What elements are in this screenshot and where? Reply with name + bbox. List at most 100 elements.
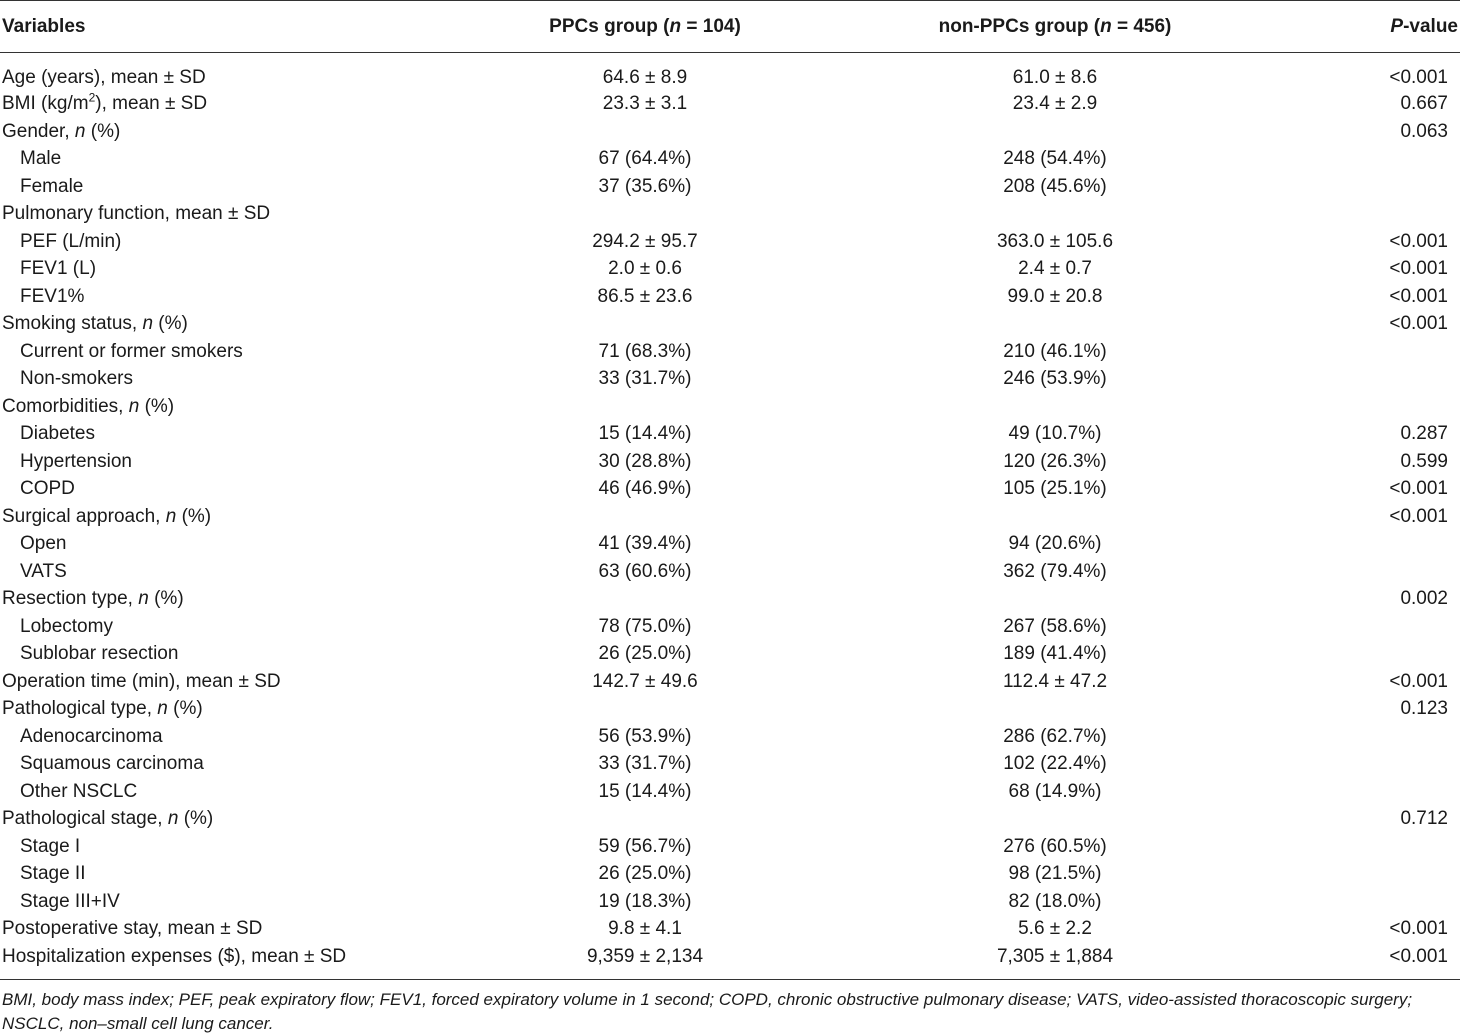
cell-p-value: 0.002 bbox=[1400, 588, 1448, 610]
table-row: Comorbidities, n (%) bbox=[0, 393, 1460, 421]
table-row: Smoking status, n (%) <0.001 bbox=[0, 311, 1460, 339]
table-row: Postoperative stay, mean ± SD 9.8 ± 4.1 5.… bbox=[0, 916, 1460, 944]
cell-variable: PEF (L/min) bbox=[20, 230, 122, 252]
table-row: Other NSCLC 15 (14.4%) 68 (14.9%) bbox=[0, 778, 1460, 806]
cell-p-value bbox=[1300, 393, 1460, 421]
cell-p-value: <0.001 bbox=[1300, 943, 1460, 980]
cell-p-value bbox=[1300, 338, 1460, 366]
cell-ppcs-group: 37 (35.6%) bbox=[598, 175, 692, 197]
cell-ppcs-group: 86.5 ± 23.6 bbox=[597, 285, 693, 307]
cell-variable: Adenocarcinoma bbox=[20, 725, 163, 747]
cell-variable: Operation time (min), mean ± SD bbox=[2, 670, 281, 692]
cell-ppcs-group bbox=[480, 118, 810, 146]
cell-non-ppcs-group: 82 (18.0%) bbox=[1008, 890, 1102, 912]
cell-ppcs-group: 9,359 ± 2,134 bbox=[480, 943, 810, 980]
cell-p-value bbox=[1300, 723, 1460, 751]
cell-ppcs-group: 2.0 ± 0.6 bbox=[608, 258, 682, 280]
cell-p-value bbox=[1300, 366, 1460, 394]
cell-non-ppcs-group: 208 (45.6%) bbox=[1003, 175, 1107, 197]
cell-non-ppcs-group: 23.4 ± 2.9 bbox=[1012, 93, 1098, 115]
cell-non-ppcs-group: 94 (20.6%) bbox=[1008, 533, 1102, 555]
cell-p-value: 0.063 bbox=[1400, 120, 1448, 142]
cell-non-ppcs-group: 102 (22.4%) bbox=[1003, 753, 1107, 775]
table-row: Stage I 59 (56.7%) 276 (60.5%) bbox=[0, 833, 1460, 861]
cell-p-value bbox=[1300, 641, 1460, 669]
cell-variable: Pulmonary function, mean ± SD bbox=[2, 203, 271, 225]
cell-non-ppcs-group: 363.0 ± 105.6 bbox=[996, 230, 1114, 252]
cell-p-value bbox=[1300, 531, 1460, 559]
cell-non-ppcs-group: 68 (14.9%) bbox=[1008, 780, 1102, 802]
cell-variable: BMI (kg/m2), mean ± SD bbox=[2, 90, 208, 115]
cell-variable: Diabetes bbox=[20, 423, 95, 445]
cell-ppcs-group bbox=[480, 201, 810, 229]
cell-p-value bbox=[1300, 861, 1460, 889]
cell-variable: Postoperative stay, mean ± SD bbox=[2, 918, 263, 940]
table-row: Open 41 (39.4%) 94 (20.6%) bbox=[0, 531, 1460, 559]
cell-variable: Comorbidities, n (%) bbox=[2, 395, 175, 417]
cell-non-ppcs-group bbox=[810, 696, 1300, 724]
header-non-ppcs-group: non-PPCs group (n = 456) bbox=[810, 0, 1300, 53]
cell-variable: Stage II bbox=[20, 863, 86, 885]
header-p-value: P-value bbox=[1300, 0, 1460, 53]
cell-ppcs-group: 41 (39.4%) bbox=[598, 533, 692, 555]
cell-p-value bbox=[1300, 888, 1460, 916]
cell-ppcs-group: 26 (25.0%) bbox=[598, 863, 692, 885]
cell-ppcs-group: 59 (56.7%) bbox=[598, 835, 692, 857]
cell-non-ppcs-group: 246 (53.9%) bbox=[1003, 368, 1107, 390]
cell-variable: Non-smokers bbox=[20, 368, 133, 390]
cell-variable: Stage III+IV bbox=[20, 890, 120, 912]
cell-non-ppcs-group bbox=[810, 393, 1300, 421]
cell-ppcs-group bbox=[480, 696, 810, 724]
cell-variable: VATS bbox=[20, 560, 67, 582]
cell-p-value bbox=[1300, 833, 1460, 861]
cell-variable: Resection type, n (%) bbox=[2, 588, 184, 610]
cell-non-ppcs-group: 2.4 ± 0.7 bbox=[1018, 258, 1092, 280]
cell-ppcs-group: 67 (64.4%) bbox=[598, 148, 692, 170]
cell-p-value: 0.667 bbox=[1400, 93, 1448, 115]
table-row: COPD 46 (46.9%) 105 (25.1%) <0.001 bbox=[0, 476, 1460, 504]
cell-variable: Hospitalization expenses ($), mean ± SD bbox=[0, 943, 480, 980]
cell-ppcs-group: 26 (25.0%) bbox=[598, 643, 692, 665]
cell-variable: Gender, n (%) bbox=[2, 120, 121, 142]
cell-p-value: 0.712 bbox=[1400, 808, 1448, 830]
cell-variable: Other NSCLC bbox=[20, 780, 138, 802]
cell-ppcs-group bbox=[480, 311, 810, 339]
cell-p-value: 0.599 bbox=[1400, 450, 1448, 472]
cell-non-ppcs-group bbox=[810, 586, 1300, 614]
cell-ppcs-group: 294.2 ± 95.7 bbox=[592, 230, 698, 252]
table-row: Lobectomy 78 (75.0%) 267 (58.6%) bbox=[0, 613, 1460, 641]
cell-p-value: <0.001 bbox=[1389, 313, 1448, 335]
table-row: Operation time (min), mean ± SD 142.7 ± 4… bbox=[0, 668, 1460, 696]
cell-ppcs-group: 142.7 ± 49.6 bbox=[592, 670, 698, 692]
cell-p-value: <0.001 bbox=[1389, 258, 1448, 280]
table-row: Pulmonary function, mean ± SD bbox=[0, 201, 1460, 229]
table-row: Sublobar resection 26 (25.0%) 189 (41.4%) bbox=[0, 641, 1460, 669]
cell-non-ppcs-group bbox=[810, 311, 1300, 339]
table-footnote: BMI, body mass index; PEF, peak expirato… bbox=[2, 990, 1413, 1033]
cell-variable: Open bbox=[20, 533, 67, 555]
cell-p-value: <0.001 bbox=[1389, 66, 1448, 88]
cell-non-ppcs-group: 49 (10.7%) bbox=[1008, 423, 1102, 445]
cell-ppcs-group: 30 (28.8%) bbox=[598, 450, 692, 472]
cell-non-ppcs-group: 120 (26.3%) bbox=[1003, 450, 1107, 472]
cell-p-value: <0.001 bbox=[1389, 670, 1448, 692]
cell-non-ppcs-group: 248 (54.4%) bbox=[1003, 148, 1107, 170]
cell-p-value: <0.001 bbox=[1389, 505, 1448, 527]
cell-ppcs-group: 23.3 ± 3.1 bbox=[602, 93, 688, 115]
cell-variable: COPD bbox=[20, 478, 75, 500]
table-row: FEV1% 86.5 ± 23.6 99.0 ± 20.8 <0.001 bbox=[0, 283, 1460, 311]
table-body: Age (years), mean ± SD 64.6 ± 8.9 61.0 ± 8… bbox=[0, 53, 1460, 980]
table-row: Hospitalization expenses ($), mean ± SD 9… bbox=[0, 943, 1460, 980]
cell-variable: Sublobar resection bbox=[20, 643, 179, 665]
table-row: Age (years), mean ± SD 64.6 ± 8.9 61.0 ± 8… bbox=[0, 53, 1460, 91]
table-row: Surgical approach, n (%) <0.001 bbox=[0, 503, 1460, 531]
cell-variable: Female bbox=[20, 175, 84, 197]
cell-variable: FEV1 (L) bbox=[20, 258, 97, 280]
cell-non-ppcs-group: 267 (58.6%) bbox=[1003, 615, 1107, 637]
header-variables: Variables bbox=[0, 0, 480, 53]
cell-variable: Age (years), mean ± SD bbox=[2, 66, 206, 88]
cell-non-ppcs-group: 189 (41.4%) bbox=[1003, 643, 1107, 665]
cell-p-value: <0.001 bbox=[1389, 918, 1448, 940]
cell-non-ppcs-group: 286 (62.7%) bbox=[1003, 725, 1107, 747]
table-row: Gender, n (%) 0.063 bbox=[0, 118, 1460, 146]
